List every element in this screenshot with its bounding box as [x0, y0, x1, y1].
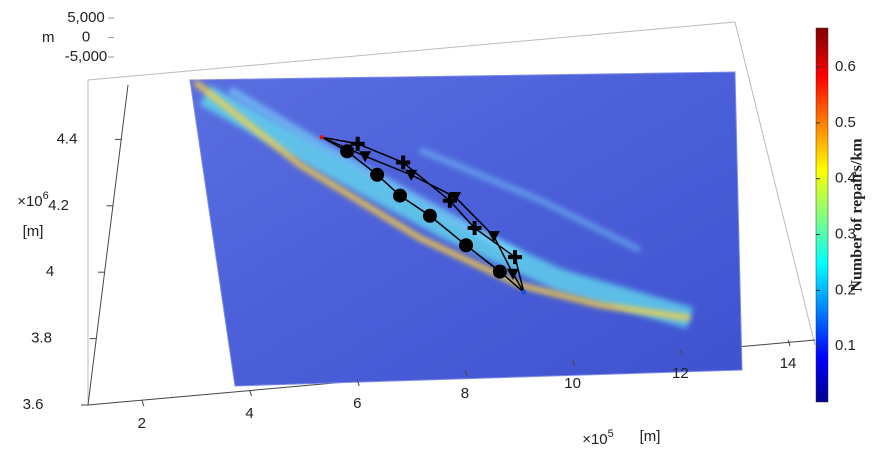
surface [190, 72, 742, 386]
route-start [320, 135, 324, 139]
x-tick-label: 12 [672, 365, 689, 382]
z-tick-label: 5,000 [67, 9, 105, 26]
x-multiplier-exponent: 5 [608, 428, 614, 440]
y-multiplier-base: ×10 [17, 193, 42, 210]
route-marker [423, 209, 437, 223]
y-tick-label: 4.2 [48, 197, 69, 214]
x-axis-label: [m] [640, 428, 661, 445]
colorbar-tick-label: 0.5 [835, 114, 856, 131]
x-multiplier: ×105 [582, 428, 614, 448]
y-axis-label: [m] [23, 223, 44, 240]
route-marker [459, 238, 473, 252]
z-axis-label: m [42, 29, 55, 46]
route-marker [493, 265, 507, 279]
x-multiplier-base: ×10 [582, 431, 607, 448]
y-multiplier: ×106 [17, 190, 49, 210]
z-tick-label: -5,000 [65, 48, 108, 65]
colorbar-tick-label: 0.6 [835, 58, 856, 75]
route-marker [370, 168, 384, 182]
x-tick-label: 6 [353, 395, 361, 412]
z-tick-label: 0 [82, 28, 90, 45]
y-tick-label: 3.8 [31, 330, 52, 347]
y-tick-label: 4.4 [57, 130, 78, 147]
colorbar-tick-label: 0.2 [835, 281, 856, 298]
route-marker [340, 144, 354, 158]
x-tick [788, 340, 790, 346]
x-tick [142, 400, 144, 406]
colorbar-tick-label: 0.3 [835, 226, 856, 243]
y-tick-label: 3.6 [23, 396, 44, 413]
route-marker [393, 189, 407, 203]
x-tick-label: 8 [461, 385, 469, 402]
x-tick-label: 10 [564, 375, 581, 392]
colorbar-tick-label: 0.1 [835, 337, 856, 354]
x-tick-label: 2 [138, 415, 146, 432]
colorbar-tick-label: 0.4 [835, 170, 856, 187]
y-tick-label: 4 [46, 263, 54, 280]
chart: m ×106 [m] ×105 [m] Number of repairs/km… [0, 0, 889, 452]
route-end [521, 290, 526, 295]
x-tick-label: 14 [780, 355, 797, 372]
page: m ×106 [m] ×105 [m] Number of repairs/km… [0, 0, 889, 452]
x-tick-label: 4 [245, 405, 253, 422]
colorbar-label: Number of repairs/km [849, 138, 866, 292]
